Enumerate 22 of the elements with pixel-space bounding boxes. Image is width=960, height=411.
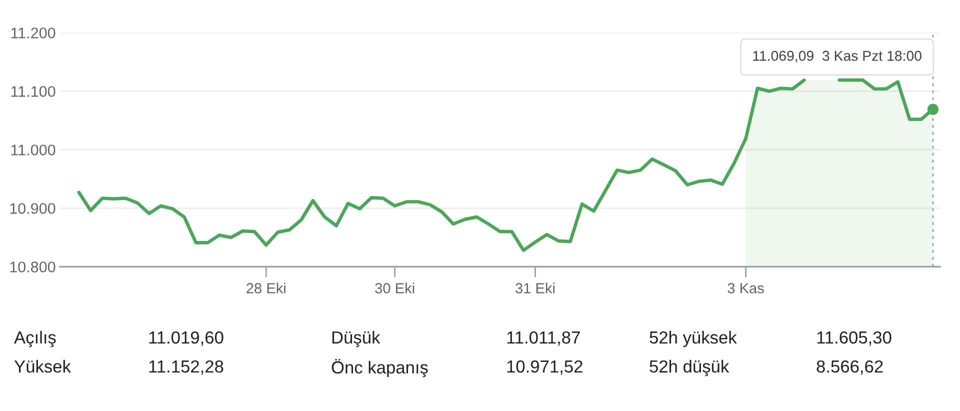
text: 10.971,52 <box>507 360 582 375</box>
text: 11.019,60 <box>149 331 224 346</box>
text: 8.566,62 <box>816 360 883 375</box>
text: Önc kapanış <box>332 358 428 378</box>
text: 11.152,28 <box>149 360 224 375</box>
x-tick-label: 3 Kas <box>728 283 764 294</box>
text: 11.605,30 <box>817 331 892 346</box>
text: 52h düşük <box>650 360 730 376</box>
text: 11.011,87 <box>507 331 580 346</box>
y-tick-label: 10.800 <box>10 262 56 272</box>
x-tick-label: 28 Eki <box>246 282 286 294</box>
y-tick-label: 10.900 <box>10 203 56 214</box>
y-tick-label: 11.200 <box>11 28 56 38</box>
text: 52h yüksek <box>650 330 737 348</box>
text: Düşük <box>332 330 380 348</box>
y-tick-label: 11.100 <box>11 86 56 97</box>
text: Açılış <box>14 330 56 348</box>
annotation: 11.069,09 3 Kas Pzt 18:00 <box>753 50 922 63</box>
text: Yüksek <box>14 360 71 373</box>
x-tick-label: 30 Eki <box>375 282 414 294</box>
y-tick-label: 11.000 <box>11 144 56 156</box>
x-tick-label: 31 Eki <box>516 282 554 294</box>
